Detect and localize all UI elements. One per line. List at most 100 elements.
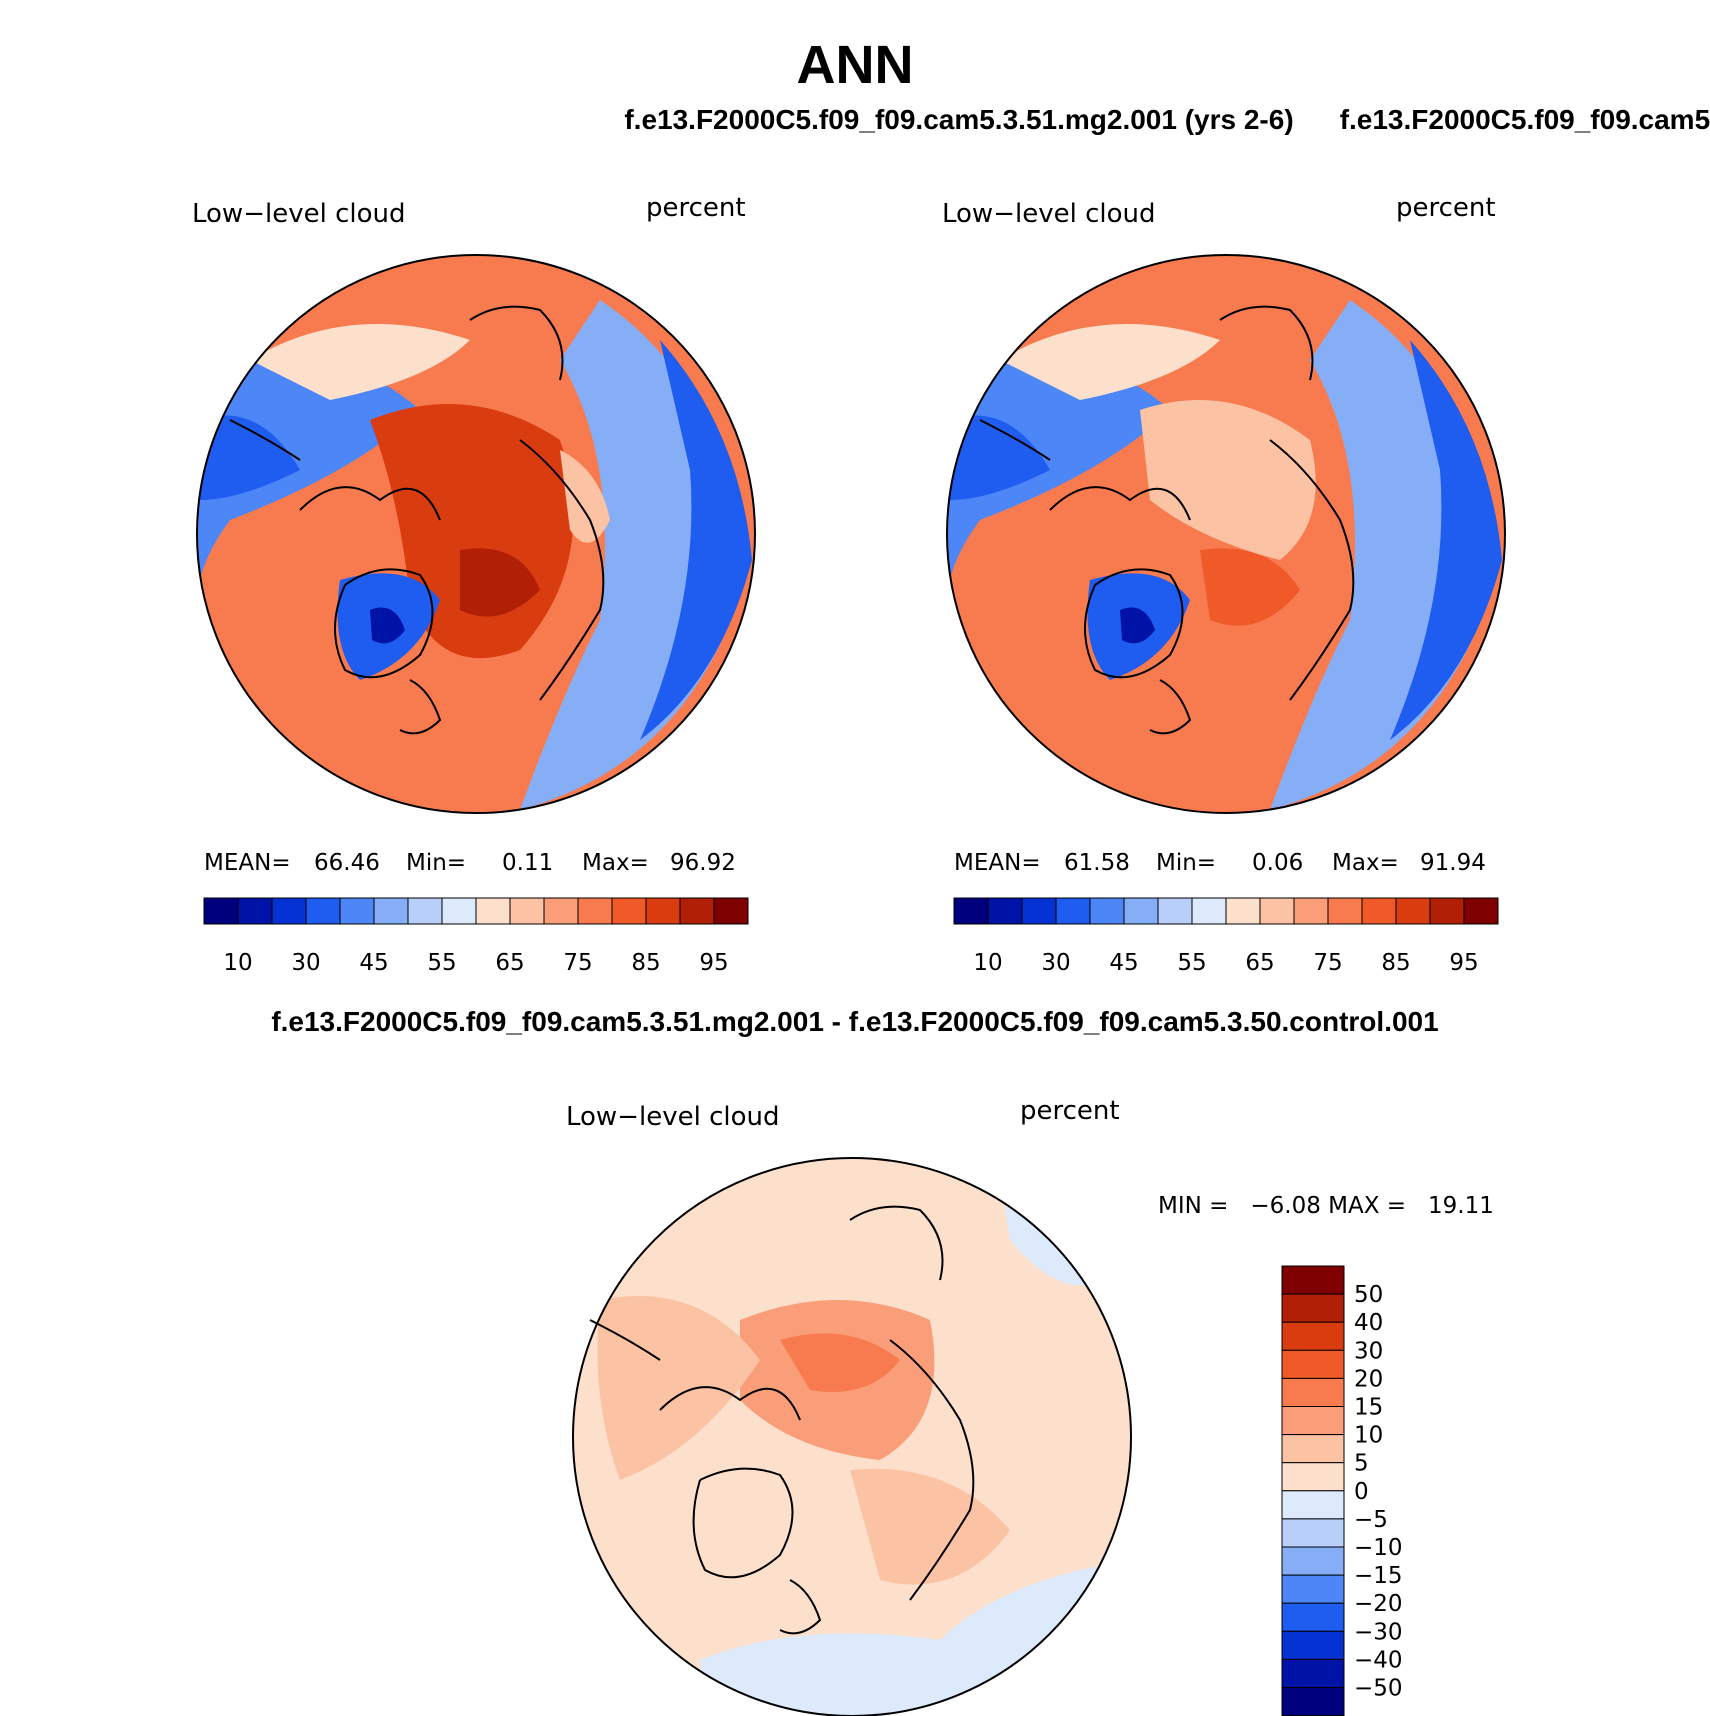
cbar1-tick-label: 10 [973,950,1002,976]
cbar0-swatch-7 [441,897,477,925]
cbar1-swatch-8 [1225,897,1261,925]
cbar2-swatch-1 [1281,1293,1345,1323]
cbar1-swatch-9 [1259,897,1295,925]
cbar2-swatch-9 [1281,1518,1345,1548]
cbar2-tick-label: 20 [1354,1366,1383,1392]
cbar0-tick-label: 75 [563,950,592,976]
cbar2-tick-label: −20 [1354,1591,1403,1617]
panel3-map-field [573,1158,1131,1716]
cbar2-swatch-11 [1281,1574,1345,1604]
cbar2-tick-label: 15 [1354,1395,1383,1421]
subtitle-control-case: f.e13.F2000C5.f09_f09.cam5.3.50.control.… [1339,104,1710,135]
panel3-coastlines [589,1205,975,1635]
cbar0-swatch-13 [645,897,681,925]
panel1-min-label: Min= [406,850,466,876]
panel3-arctic-max [780,1333,900,1392]
cbar2-swatch-8 [1281,1490,1345,1520]
cbar0-swatch-12 [611,897,647,925]
panel2-map-boundary [946,254,1506,814]
cbar0-tick-label: 45 [359,950,388,976]
cbar2-tick-label: −40 [1354,1647,1403,1673]
cbar2-swatch-4 [1281,1377,1345,1408]
panel2-greenland-min [1120,607,1155,644]
cbar1-tick-label: 30 [1041,950,1070,976]
panel3-scandinavia-positive [850,1468,1010,1585]
panel2-map-field [947,255,1505,813]
cbar2-swatch-7 [1281,1462,1345,1492]
cbar1-swatch-5 [1123,897,1159,925]
cbar0-swatch-14 [679,897,715,925]
panel2-variable-label: Low−level cloud [942,199,1155,229]
cbar1-swatch-2 [1021,897,1057,925]
cbar0-tick-label: 30 [291,950,320,976]
panel1-canada-min [200,415,300,500]
panel2-min-label: Min= [1156,850,1216,876]
cbar1-swatch-1 [987,897,1023,925]
subtitle-test-case: f.e13.F2000C5.f09_f09.cam5.3.51.mg2.001 … [624,104,1294,135]
panel1-patch [560,450,610,543]
cbar0-tick-label: 10 [223,950,252,976]
panel2-arctic-moderate [1140,400,1316,560]
panel3-map-boundary [572,1157,1132,1716]
panel1-max-label: Max= [582,850,649,876]
panel1-units-label: percent [646,193,746,223]
cbar2-swatch-2 [1281,1321,1345,1351]
cbar1-tick-label: 85 [1381,950,1410,976]
panel2-colorbar: 10 30 45 55 65 75 85 95 [953,897,1499,976]
panel2-max-label: Max= [1332,850,1399,876]
cbar1-swatch-15 [1463,897,1499,925]
panel2-canada-min [950,415,1050,500]
cbar1-tick-label: 45 [1109,950,1138,976]
cbar0-swatch-3 [305,897,341,925]
cbar1-swatch-7 [1191,897,1227,925]
cbar2-swatch-13 [1281,1630,1345,1660]
cbar2-tick-label: 40 [1354,1310,1383,1336]
cbar2-swatch-6 [1281,1434,1345,1464]
cbar0-swatch-8 [475,897,511,925]
panel-difference: Low−level cloud percent MIN = −6.08 MAX … [566,1096,1494,1716]
cbar0-tick-label: 55 [427,950,456,976]
cbar2-swatch-15 [1281,1687,1345,1716]
cbar2-tick-label: 50 [1354,1282,1383,1308]
panel2-units-label: percent [1396,193,1496,223]
cbar1-tick-label: 95 [1449,950,1478,976]
panel2-min-value: 0.06 [1252,850,1303,876]
panel1-max-value: 96.92 [670,850,736,876]
cbar2-tick-label: 0 [1354,1479,1369,1505]
panel2-mean-label: MEAN= [954,850,1041,876]
cbar2-tick-label: −30 [1354,1619,1403,1645]
panel2-barents-high [1200,548,1300,626]
panel2-pacific-high [1000,324,1220,400]
cbar1-swatch-4 [1089,897,1125,925]
panel1-variable-label: Low−level cloud [192,199,405,229]
cbar0-swatch-2 [271,897,307,925]
panel2-canada-low-cloud [947,360,1170,600]
cbar0-swatch-4 [339,897,375,925]
panel1-canada-low-cloud [197,360,420,600]
panel3-min-max-label: MIN = −6.08 MAX = 19.11 [1158,1193,1494,1219]
cbar0-tick-label: 65 [495,950,524,976]
cbar1-tick-label: 75 [1313,950,1342,976]
cbar2-tick-label: 10 [1354,1423,1383,1449]
panel1-mean-label: MEAN= [204,850,291,876]
cbar0-swatch-11 [577,897,613,925]
cbar1-swatch-12 [1361,897,1397,925]
panel2-coastlines [979,305,1355,735]
cbar2-tick-label: −15 [1354,1563,1403,1589]
cbar2-tick-label: −10 [1354,1535,1403,1561]
cbar0-tick-label: 95 [699,950,728,976]
cbar1-swatch-10 [1293,897,1329,925]
panel3-variable-label: Low−level cloud [566,1102,779,1132]
cbar1-swatch-14 [1429,897,1465,925]
cbar0-swatch-9 [509,897,545,925]
panel1-min-value: 0.11 [502,850,553,876]
cbar2-swatch-3 [1281,1349,1345,1379]
cbar1-tick-label: 55 [1177,950,1206,976]
cbar2-swatch-12 [1281,1602,1345,1632]
panel1-map-field [197,255,755,813]
cbar0-swatch-15 [713,897,749,925]
cbar1-swatch-6 [1157,897,1193,925]
cbar1-swatch-0 [953,897,989,925]
